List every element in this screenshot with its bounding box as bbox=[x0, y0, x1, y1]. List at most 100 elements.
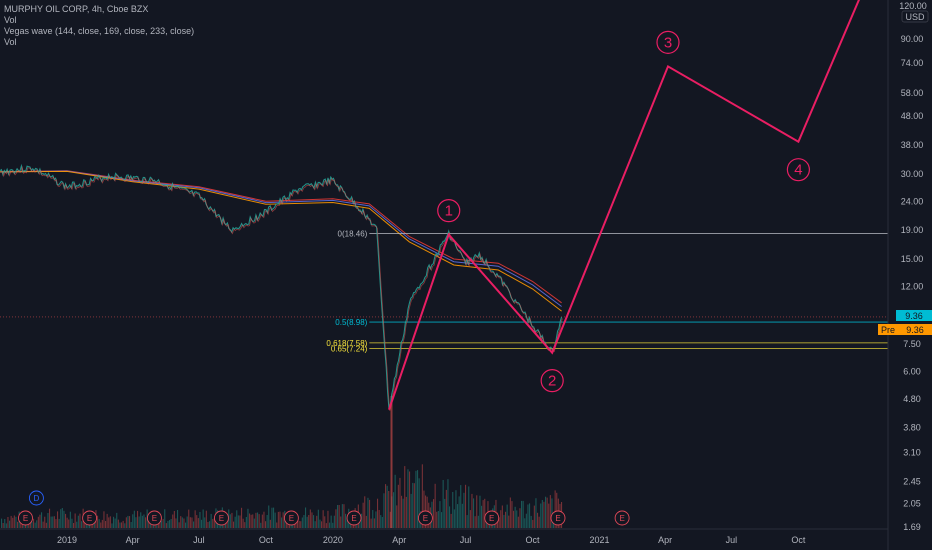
elliott-wave-projection[interactable]: 1 2 3 4 bbox=[388, 0, 865, 411]
volume-bar bbox=[20, 522, 22, 528]
volume-bar bbox=[213, 518, 215, 528]
pre-market-tag bbox=[898, 324, 932, 335]
wave-path[interactable] bbox=[388, 0, 865, 411]
price-axis-tick: 1.69 bbox=[903, 522, 921, 532]
wave-label-circle[interactable] bbox=[656, 30, 680, 54]
wave-label: 2 bbox=[548, 373, 556, 390]
time-axis-tick: Apr bbox=[126, 535, 140, 545]
volume-bar bbox=[191, 517, 193, 528]
volume-bar bbox=[481, 505, 483, 528]
time-axis-tick: Jul bbox=[726, 535, 738, 545]
volume-bar bbox=[452, 492, 454, 528]
earnings-marker[interactable] bbox=[417, 510, 433, 526]
volume-bar bbox=[340, 516, 342, 528]
wave-label-circle[interactable] bbox=[437, 199, 461, 223]
volume-bar bbox=[390, 396, 393, 528]
volume-bar bbox=[279, 511, 281, 528]
price-axis-tick: 2.45 bbox=[903, 477, 921, 487]
volume-bar bbox=[124, 523, 126, 528]
volume-bar bbox=[1, 518, 3, 528]
earnings-marker[interactable] bbox=[614, 510, 630, 526]
volume-bar bbox=[17, 521, 19, 528]
volume-legend[interactable]: Vol bbox=[4, 15, 17, 25]
volume-bar bbox=[269, 519, 271, 528]
volume-bar bbox=[133, 510, 135, 528]
earnings-marker[interactable] bbox=[18, 510, 33, 526]
volume-bar bbox=[477, 515, 479, 528]
volume-bar bbox=[252, 514, 254, 528]
dividend-marker[interactable] bbox=[28, 490, 44, 506]
volume-bar bbox=[117, 519, 119, 528]
time-axis-tick: Jul bbox=[193, 535, 205, 545]
volume-bar bbox=[404, 466, 406, 528]
volume-bar bbox=[260, 522, 262, 528]
volume-bar bbox=[37, 516, 39, 528]
volume-bar bbox=[516, 510, 518, 528]
volume-bar bbox=[468, 486, 470, 528]
volume-bar bbox=[194, 510, 196, 528]
volume-bar bbox=[45, 522, 47, 528]
volume-bar bbox=[324, 516, 326, 528]
volume-bars bbox=[1, 396, 563, 528]
volume-bar bbox=[111, 523, 113, 528]
price-axis-tick: 19.00 bbox=[901, 225, 924, 235]
volume-bar bbox=[453, 509, 455, 528]
volume-bar bbox=[47, 513, 49, 528]
volume-bar bbox=[506, 504, 508, 528]
price-axis-tick: 2.05 bbox=[903, 499, 921, 509]
volume-bar bbox=[13, 515, 15, 528]
volume-bar bbox=[276, 522, 278, 528]
volume-bar bbox=[393, 492, 395, 528]
time-axis-tick: 2019 bbox=[57, 535, 77, 545]
earnings-marker[interactable] bbox=[283, 510, 299, 526]
volume-bar bbox=[346, 518, 348, 528]
time-axis-tick: 2021 bbox=[589, 535, 609, 545]
ema-line bbox=[0, 170, 562, 312]
volume-bar bbox=[442, 480, 444, 528]
volume-legend-2[interactable]: Vol bbox=[4, 37, 17, 47]
volume-bar bbox=[303, 515, 305, 528]
volume-bar bbox=[441, 512, 443, 528]
volume-bar bbox=[305, 507, 307, 528]
volume-bar bbox=[233, 521, 235, 528]
volume-bar bbox=[210, 513, 212, 528]
volume-bar bbox=[143, 514, 145, 528]
volume-bar bbox=[449, 506, 451, 528]
volume-bar bbox=[119, 522, 121, 528]
volume-bar bbox=[345, 513, 347, 528]
vegas-wave-legend[interactable]: Vegas wave (144, close, 169, close, 233,… bbox=[4, 26, 195, 36]
earnings-marker[interactable] bbox=[484, 510, 500, 526]
volume-bar bbox=[484, 498, 486, 528]
ema-line bbox=[0, 170, 562, 307]
volume-bar bbox=[457, 504, 459, 528]
time-axis[interactable]: 2019 Apr Jul Oct 2020 Apr Jul Oct 2021 Apr Jul Oct bbox=[57, 535, 806, 545]
volume-bar bbox=[73, 523, 75, 528]
volume-bar bbox=[377, 498, 379, 528]
volume-bar bbox=[474, 516, 476, 528]
volume-bar bbox=[65, 513, 67, 528]
volume-bar bbox=[63, 510, 65, 528]
price-axis-tick: 30.00 bbox=[901, 169, 924, 179]
volume-bar bbox=[338, 505, 340, 528]
volume-bar bbox=[501, 505, 503, 528]
earnings-marker[interactable] bbox=[146, 510, 162, 526]
volume-bar bbox=[84, 522, 86, 528]
volume-bar bbox=[116, 512, 118, 528]
earnings-marker[interactable] bbox=[214, 510, 229, 526]
volume-bar bbox=[2, 523, 4, 528]
symbol-title[interactable]: MURPHY OIL CORP, 4h, Cboe BZX bbox=[4, 4, 149, 14]
volume-bar bbox=[257, 512, 259, 528]
wave-label-circle[interactable] bbox=[540, 369, 564, 393]
volume-bar bbox=[10, 515, 12, 528]
volume-bar bbox=[209, 521, 211, 528]
volume-bar bbox=[551, 498, 553, 528]
earnings-marker[interactable] bbox=[82, 510, 98, 526]
earnings-marker[interactable] bbox=[346, 510, 362, 526]
volume-bar bbox=[309, 509, 311, 528]
volume-bar bbox=[335, 509, 337, 528]
earnings-marker[interactable] bbox=[550, 510, 566, 526]
currency-badge[interactable] bbox=[901, 10, 929, 23]
volume-bar bbox=[58, 518, 60, 528]
wave-label-circle[interactable] bbox=[786, 158, 810, 182]
